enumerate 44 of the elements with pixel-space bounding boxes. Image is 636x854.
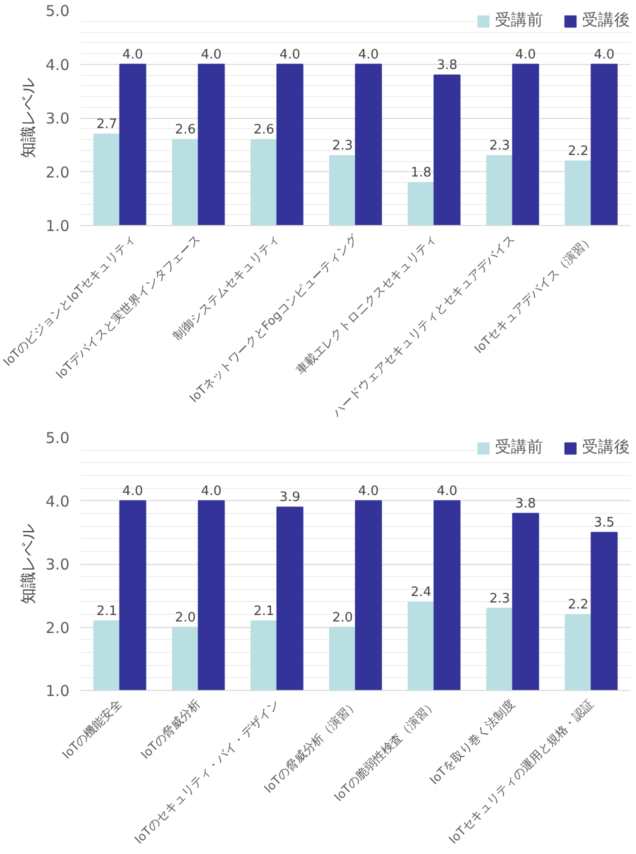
text: 3.0 [46, 110, 70, 128]
data-label: 2.2 [568, 144, 589, 159]
data-label: 2.7 [96, 117, 118, 132]
text: 1.0 [46, 217, 70, 235]
data-label: 4.0 [436, 484, 458, 499]
y-axis-title: 知識レベル [18, 524, 38, 604]
data-label: 2.4 [410, 584, 432, 600]
legend-label: 受講前 [495, 10, 543, 31]
data-label: 2.3 [489, 591, 510, 606]
data-label: 3.8 [436, 58, 458, 73]
data-label: 4.0 [515, 47, 536, 62]
text: 2.0 [46, 618, 70, 637]
legend-label: 受講後 [582, 10, 630, 31]
text: 5.0 [46, 2, 70, 20]
data-label: 2.0 [175, 610, 196, 626]
data-label: 4.0 [594, 47, 615, 62]
data-label: 2.3 [332, 138, 353, 154]
data-label: 2.1 [96, 604, 118, 619]
data-label: 1.8 [410, 166, 432, 180]
text: 4.0 [46, 492, 70, 510]
data-label: 4.0 [280, 47, 300, 62]
x-tick-label: IoTの脅威分析 [138, 696, 204, 762]
legend-label: 受講後 [582, 437, 630, 458]
data-label: 2.2 [568, 598, 589, 613]
text: 4.0 [46, 56, 70, 74]
data-label: 2.6 [175, 122, 196, 138]
data-label: 2.3 [489, 138, 510, 154]
y-axis-title: 知識レベル [18, 78, 38, 158]
data-label: 3.5 [594, 515, 615, 530]
data-label: 2.0 [332, 610, 353, 626]
data-label: 3.9 [280, 490, 300, 506]
data-label: 4.0 [358, 484, 379, 499]
data-label: 4.0 [122, 484, 144, 499]
text: 2.0 [46, 163, 70, 182]
text: 3.0 [46, 556, 70, 574]
data-label: 4.0 [358, 47, 379, 62]
data-label: 2.1 [254, 604, 274, 619]
data-label: 4.0 [200, 47, 222, 62]
legend-label: 受講前 [495, 437, 543, 458]
text: 5.0 [46, 429, 70, 447]
data-label: 4.0 [200, 484, 222, 499]
data-label: 4.0 [122, 47, 144, 62]
data-label: 3.8 [515, 496, 536, 512]
data-label: 2.6 [254, 122, 274, 138]
